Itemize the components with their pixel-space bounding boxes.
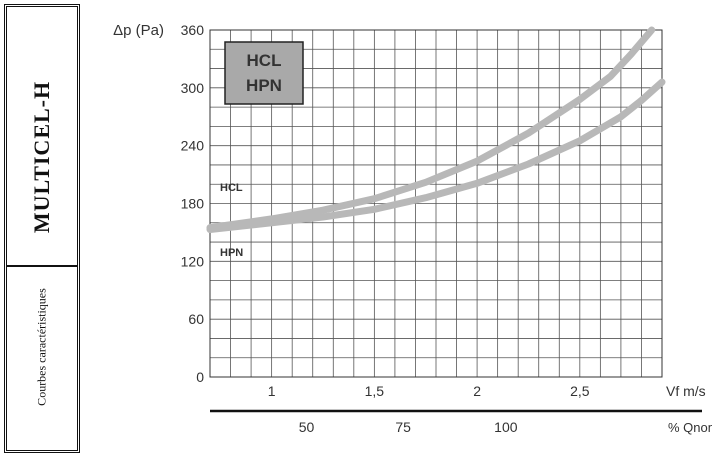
legend-box [224, 41, 304, 105]
y-tick-label: 240 [181, 138, 205, 154]
legend-label: HPN [246, 76, 282, 95]
secondary-x-tick-label: 100 [494, 419, 518, 435]
legend-label: HCL [247, 51, 282, 70]
chart-area: 0 60 120 180 240 300 360 Δp (Pa) 1 1,5 2 2,5 Vf m/s 5… [84, 0, 712, 457]
side-subtitle: Courbes caractéristiques [34, 288, 49, 406]
series-label-hpn: HPN [220, 247, 243, 259]
plot-frame [209, 29, 663, 378]
side-panel: MULTICEL-H Courbes caractéristiques [4, 4, 80, 453]
y-tick-label: 300 [181, 80, 205, 96]
secondary-x-tick-label: 50 [299, 419, 315, 435]
secondary-x-tick-label: 75 [395, 419, 411, 435]
y-axis-label: Δp (Pa) [113, 22, 164, 39]
y-tick-label: 60 [188, 311, 204, 327]
x-axis-label: Vf m/s [666, 383, 706, 399]
side-title: MULTICEL-H [29, 80, 54, 234]
series-hpn-line [206, 78, 666, 233]
x-tick-label: 1,5 [365, 383, 385, 399]
x-tick-label: 2 [473, 383, 481, 399]
y-tick-label: 180 [181, 196, 205, 212]
y-tick-label: 360 [181, 22, 205, 38]
series-hcl-line [206, 26, 656, 232]
side-divider [7, 265, 77, 267]
y-tick-label: 120 [181, 253, 205, 269]
x-tick-label: 2,5 [570, 383, 590, 399]
secondary-x-axis-label: % Qnom [668, 420, 712, 435]
x-tick-label: 1 [268, 383, 276, 399]
series-label-hcl: HCL [220, 182, 243, 194]
y-tick-label: 0 [196, 369, 204, 385]
pressure-drop-chart: 0 60 120 180 240 300 360 Δp (Pa) 1 1,5 2 2,5 Vf m/s 5… [113, 22, 712, 435]
